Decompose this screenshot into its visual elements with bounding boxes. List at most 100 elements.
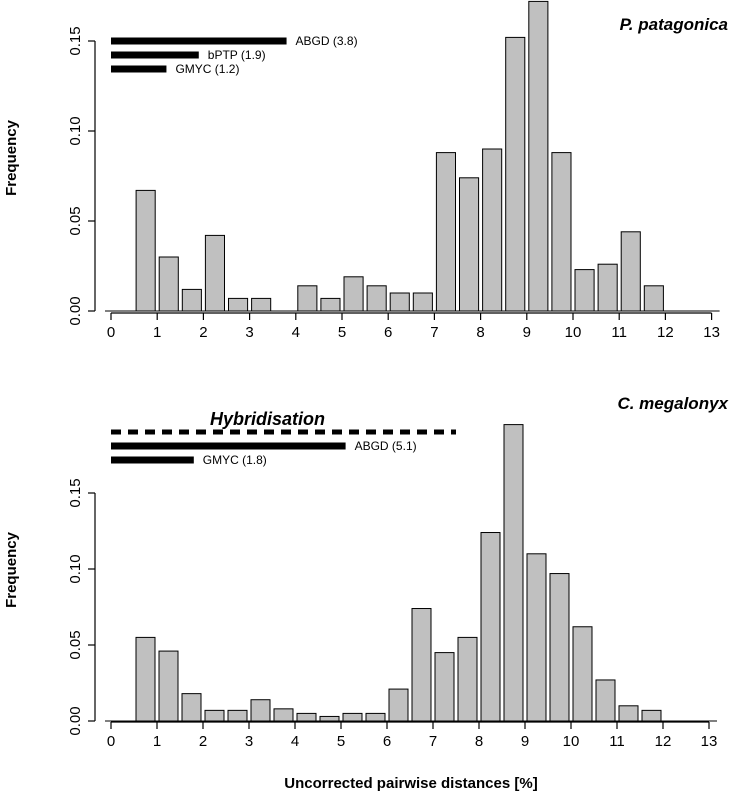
x-tick-label: 5 [338, 324, 346, 341]
threshold-label: GMYC (1.2) [175, 62, 239, 76]
x-tick-label: 7 [429, 733, 437, 750]
threshold-label: bPTP (1.9) [208, 48, 266, 62]
x-axis-title: Uncorrected pairwise distances [%] [284, 775, 537, 792]
bar [526, 553, 547, 722]
axes: 0 1 2 3 4 5 6 7 8 9 10 11 12 130.000.050.100.15 [67, 26, 720, 341]
bar [528, 0, 549, 312]
y-tick-label: 0.05 [67, 206, 84, 235]
y-axis-title: Frequency [3, 119, 20, 196]
bar [459, 177, 480, 312]
y-tick-label: 0.15 [67, 26, 84, 55]
x-tick-label: 4 [291, 733, 299, 750]
bar [204, 234, 225, 312]
bar [412, 292, 433, 312]
threshold-label: ABGD (3.8) [296, 34, 358, 48]
y-tick-label: 0.10 [67, 554, 84, 583]
axes: 0 1 2 3 4 5 6 7 8 9 10 11 12 130.000.050.100.15 [67, 478, 717, 750]
x-tick-label: 1 [153, 733, 161, 750]
bar [181, 288, 202, 312]
bar [641, 709, 662, 722]
x-tick-label: 9 [523, 324, 531, 341]
x-tick-label: 2 [199, 733, 207, 750]
bar [505, 36, 526, 312]
bar [228, 297, 249, 312]
bar [597, 263, 618, 312]
x-tick-label: 8 [476, 324, 484, 341]
bar-series [135, 424, 662, 722]
bar [158, 256, 179, 312]
x-tick-label: 7 [430, 324, 438, 341]
x-tick-label: 12 [655, 733, 672, 750]
y-tick-label: 0.00 [67, 296, 84, 325]
x-tick-label: 8 [475, 733, 483, 750]
x-tick-label: 4 [292, 324, 300, 341]
x-tick-label: 6 [383, 733, 391, 750]
y-tick-label: 0.05 [67, 630, 84, 659]
panel-p-patagonica: P. patagonica Frequency 0 1 2 3 4 5 6 7 8 9 10 11 12… [3, 0, 728, 341]
bar [503, 424, 524, 722]
threshold-annotations: Hybridisation ABGD (5.1) GMYC (1.8) [111, 409, 456, 467]
bar [296, 712, 317, 722]
threshold-label: ABGD (5.1) [355, 439, 417, 453]
bar [572, 626, 593, 722]
bar [620, 231, 641, 312]
bar [643, 285, 664, 312]
x-tick-label: 10 [563, 733, 580, 750]
x-tick-label: 3 [245, 324, 253, 341]
threshold-annotations: ABGD (3.8) bPTP (1.9)GMYC (1.2) [111, 34, 358, 76]
panel-title: C. megalonyx [617, 394, 729, 413]
x-tick-label: 11 [611, 324, 627, 341]
x-tick-label: 3 [245, 733, 253, 750]
bar [434, 652, 455, 722]
y-tick-label: 0.00 [67, 706, 84, 735]
x-tick-label: 12 [657, 324, 674, 341]
threshold-bar [111, 456, 194, 464]
x-tick-label: 5 [337, 733, 345, 750]
threshold-bar [111, 51, 199, 59]
bar [480, 532, 501, 722]
bar [457, 636, 478, 722]
bar [343, 276, 364, 312]
bar [342, 712, 363, 722]
threshold-bar [111, 442, 346, 450]
x-tick-label: 0 [107, 324, 115, 341]
threshold-label: GMYC (1.8) [203, 453, 267, 467]
bar [366, 285, 387, 312]
bar [319, 715, 340, 722]
bar [574, 269, 595, 312]
x-tick-label: 13 [703, 324, 720, 341]
bar [482, 148, 503, 312]
x-tick-label: 11 [609, 733, 625, 750]
panel-c-megalonyx: C. megalonyx Frequency 0 1 2 3 4 5 6 7 8 9 10 11 12 1… [3, 394, 730, 750]
threshold-bar [111, 65, 167, 73]
bar [135, 189, 156, 312]
bar [618, 705, 639, 722]
bar [435, 152, 456, 312]
x-tick-label: 13 [701, 733, 718, 750]
x-tick-label: 2 [199, 324, 207, 341]
y-tick-label: 0.10 [67, 116, 84, 145]
bar [227, 709, 248, 722]
bar [297, 285, 318, 312]
bar [273, 708, 294, 722]
bar [389, 292, 410, 312]
bar [551, 152, 572, 312]
y-axis-title: Frequency [3, 531, 20, 608]
bar [181, 693, 202, 722]
bar [158, 650, 179, 722]
y-tick-label: 0.15 [67, 478, 84, 507]
bar [549, 573, 570, 722]
x-tick-label: 6 [384, 324, 392, 341]
panel-title: P. patagonica [620, 15, 728, 34]
bar [204, 709, 225, 722]
x-tick-label: 10 [565, 324, 582, 341]
bar [135, 636, 156, 722]
bar [411, 608, 432, 722]
hybridisation-label: Hybridisation [210, 409, 325, 429]
x-tick-label: 0 [107, 733, 115, 750]
bar [595, 679, 616, 722]
threshold-bar [111, 37, 287, 45]
bar [320, 297, 341, 312]
bar [251, 297, 272, 312]
